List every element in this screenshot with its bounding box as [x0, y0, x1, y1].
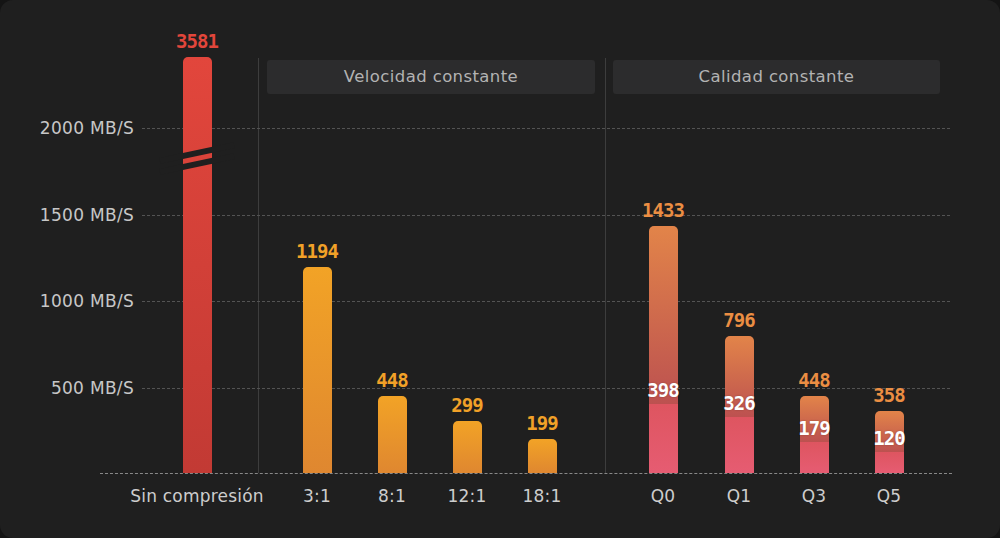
gridline-2000	[142, 128, 950, 129]
value-label-q5: 358	[844, 384, 934, 406]
bar-18-1	[528, 439, 557, 473]
bar-segment-lower	[725, 417, 754, 473]
inner-value-label-q5: 120	[844, 427, 934, 449]
bar-12-1	[453, 421, 482, 473]
bar-segment-lower	[649, 404, 678, 473]
bar-segment-lower	[875, 452, 904, 473]
bar-q0	[649, 226, 678, 473]
y-axis-tick-label-2000: 2000 MB/S	[18, 118, 134, 138]
y-axis-tick-label-1500: 1500 MB/S	[18, 205, 134, 225]
chart-card: 2000 MB/S 1500 MB/S 1000 MB/S 500 MB/S V…	[0, 0, 1000, 538]
gridline-1500	[142, 215, 950, 216]
section-divider-right	[605, 58, 606, 473]
section-divider-left	[258, 58, 259, 473]
bar-sin-compresion	[183, 57, 212, 473]
bar-8-1	[378, 396, 407, 473]
bar-segment-lower	[800, 442, 829, 473]
value-label-8-1: 448	[347, 369, 437, 391]
y-axis-tick-label-1000: 1000 MB/S	[18, 291, 134, 311]
value-label-sin-compresion: 3581	[152, 30, 242, 52]
x-axis-baseline	[100, 473, 952, 474]
value-label-q1: 796	[694, 309, 784, 331]
y-axis-tick-label-500: 500 MB/S	[18, 378, 134, 398]
section-header-calidad-constante: Calidad constante	[613, 60, 940, 94]
inner-value-label-q1: 326	[694, 392, 784, 414]
category-label-q5: Q5	[809, 486, 969, 506]
bar-3-1	[303, 267, 332, 473]
bar-segment-upper	[649, 226, 678, 404]
gridline-1000	[142, 301, 950, 302]
section-header-velocidad-constante: Velocidad constante	[267, 60, 595, 94]
value-label-18-1: 199	[497, 412, 587, 434]
value-label-3-1: 1194	[272, 240, 362, 262]
value-label-q0: 1433	[618, 199, 708, 221]
